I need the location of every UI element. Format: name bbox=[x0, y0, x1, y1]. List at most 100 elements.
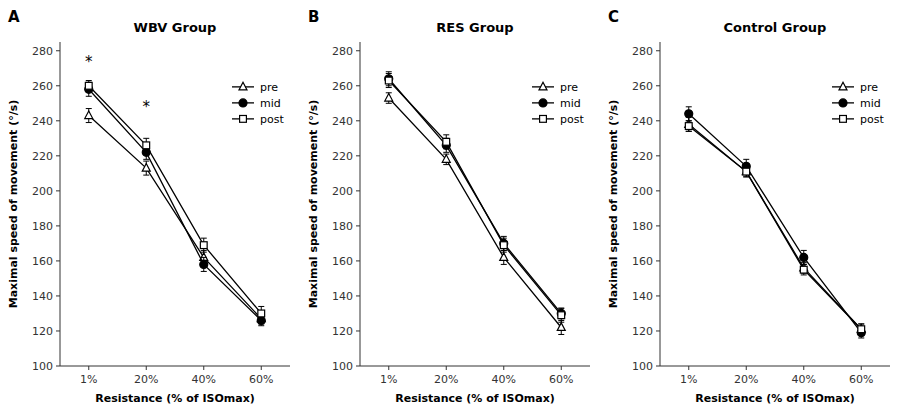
error-bar-cap bbox=[558, 322, 564, 323]
error-bar-cap bbox=[386, 103, 392, 104]
legend-marker bbox=[839, 99, 847, 107]
legend-marker bbox=[539, 99, 547, 107]
error-bar-cap bbox=[801, 264, 807, 265]
error-bar-cap bbox=[201, 271, 207, 272]
error-bar-cap bbox=[258, 320, 264, 321]
y-tick-label: 160 bbox=[32, 255, 53, 268]
error-bar bbox=[386, 93, 392, 104]
y-tick bbox=[656, 260, 660, 261]
y-tick-label: 120 bbox=[632, 325, 653, 338]
x-tick-label: 20% bbox=[434, 373, 458, 386]
x-tick bbox=[688, 366, 689, 370]
error-bar-cap bbox=[501, 252, 507, 253]
y-tick bbox=[356, 190, 360, 191]
error-bar-cap bbox=[143, 175, 149, 176]
error-bar-cap bbox=[743, 159, 749, 160]
y-tick-label: 100 bbox=[32, 360, 53, 373]
error-bar-cap bbox=[686, 131, 692, 132]
error-bar bbox=[143, 138, 149, 152]
legend-marker bbox=[239, 82, 247, 90]
legend-marker bbox=[539, 82, 547, 90]
x-tick-label: 20% bbox=[134, 373, 158, 386]
error-bar bbox=[801, 250, 807, 264]
marker bbox=[742, 167, 750, 175]
y-tick bbox=[356, 225, 360, 226]
x-tick-label: 60% bbox=[549, 373, 573, 386]
marker bbox=[143, 142, 150, 149]
error-bar-cap bbox=[201, 257, 207, 258]
error-bar bbox=[86, 109, 92, 123]
legend: premidpost bbox=[532, 81, 584, 126]
annotation: * bbox=[85, 53, 93, 71]
y-tick bbox=[56, 366, 60, 367]
marker bbox=[685, 110, 693, 118]
y-tick bbox=[56, 295, 60, 296]
marker bbox=[500, 242, 507, 249]
marker bbox=[85, 82, 92, 89]
error-bar bbox=[858, 324, 864, 335]
y-tick-label: 200 bbox=[332, 185, 353, 198]
error-bar bbox=[86, 81, 92, 92]
error-bar bbox=[386, 74, 392, 88]
error-bar-cap bbox=[858, 323, 864, 324]
y-tick-label: 280 bbox=[32, 45, 53, 58]
y-tick-label: 100 bbox=[632, 360, 653, 373]
marker bbox=[142, 163, 150, 171]
plot-area bbox=[385, 72, 566, 335]
error-bar-cap bbox=[858, 337, 864, 338]
error-bar bbox=[386, 72, 392, 86]
x-tick-label: 20% bbox=[734, 373, 758, 386]
marker bbox=[258, 310, 265, 317]
error-bar-cap bbox=[743, 166, 749, 167]
y-tick-label: 120 bbox=[32, 325, 53, 338]
error-bar bbox=[686, 107, 692, 121]
error-bar-cap bbox=[443, 152, 449, 153]
y-axis-label: Maximal speed of movement (°/s) bbox=[307, 100, 320, 309]
error-bar-cap bbox=[386, 87, 392, 88]
panel-label: C bbox=[608, 8, 619, 26]
legend-marker bbox=[839, 82, 847, 90]
marker bbox=[800, 266, 807, 273]
error-bar-cap bbox=[386, 71, 392, 72]
x-tick bbox=[388, 366, 389, 370]
background bbox=[0, 0, 900, 412]
y-tick bbox=[656, 330, 660, 331]
figure: AWBV Group100120140160180200220240260280… bbox=[0, 0, 900, 412]
x-tick-label: 1% bbox=[380, 373, 397, 386]
x-axis bbox=[660, 366, 890, 367]
y-tick-label: 100 bbox=[332, 360, 353, 373]
series-line bbox=[89, 116, 262, 319]
y-tick-label: 240 bbox=[332, 115, 353, 128]
marker bbox=[85, 111, 93, 119]
error-bar-cap bbox=[686, 106, 692, 107]
y-axis-label: Maximal speed of movement (°/s) bbox=[7, 100, 20, 309]
x-tick-label: 40% bbox=[792, 373, 816, 386]
y-tick bbox=[356, 85, 360, 86]
y-tick bbox=[656, 50, 660, 51]
x-tick-label: 40% bbox=[492, 373, 516, 386]
y-tick bbox=[56, 330, 60, 331]
x-axis bbox=[60, 366, 290, 367]
title: Control Group bbox=[724, 20, 827, 35]
panel-label: B bbox=[308, 8, 319, 26]
error-bar bbox=[258, 306, 264, 320]
marker bbox=[857, 325, 865, 333]
error-bar-cap bbox=[143, 138, 149, 139]
error-bar-cap bbox=[743, 166, 749, 167]
marker bbox=[200, 260, 208, 268]
marker bbox=[443, 138, 450, 145]
series-line bbox=[689, 126, 862, 329]
x-axis-label: Resistance (% of ISOmax) bbox=[395, 392, 555, 405]
legend-label: pre bbox=[560, 81, 578, 94]
error-bar bbox=[443, 154, 449, 165]
error-bar-cap bbox=[801, 250, 807, 251]
x-tick-label: 1% bbox=[80, 373, 97, 386]
error-bar-cap bbox=[443, 134, 449, 135]
series-line bbox=[389, 79, 562, 314]
x-tick bbox=[88, 366, 89, 370]
error-bar bbox=[501, 250, 507, 264]
error-bar bbox=[743, 166, 749, 177]
y-tick bbox=[656, 190, 660, 191]
y-tick bbox=[656, 85, 660, 86]
y-tick bbox=[656, 155, 660, 156]
